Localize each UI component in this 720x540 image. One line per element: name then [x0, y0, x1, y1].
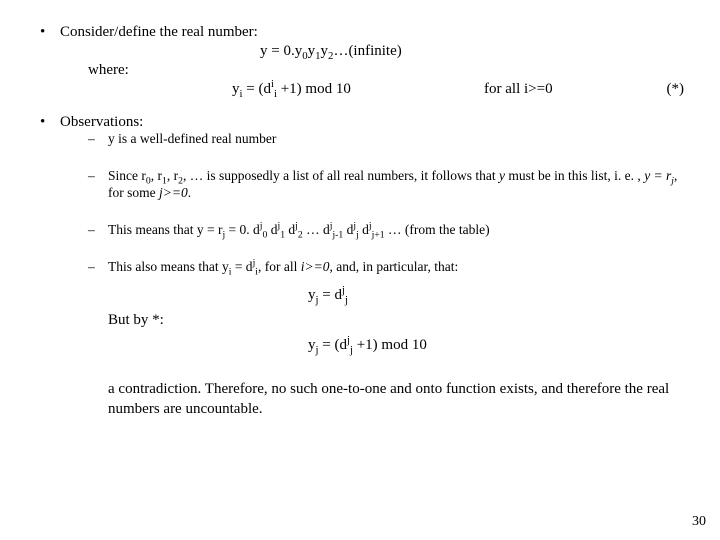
butby-eq2: yj = (djj +1) mod 10: [108, 337, 684, 354]
obs-4: – This also means that yi = dji, for all…: [88, 259, 684, 276]
b1-eq2-star: (*): [644, 81, 684, 98]
obs-4-text: This also means that yi = dji, for all i…: [108, 259, 684, 276]
butby-block: yj = djj But by *: yj = (djj +1) mod 10: [108, 287, 684, 354]
dash-mark: –: [88, 222, 108, 239]
y1: y1: [308, 43, 321, 59]
eq1-lhs: y = 0.: [260, 43, 295, 59]
b1-eq2-expr: yi = (dii +1) mod 10: [60, 81, 484, 98]
bullet-mark: •: [36, 114, 60, 419]
bullet-2-body: Observations: – y is a well-defined real…: [60, 114, 684, 419]
butby-label: But by *:: [108, 312, 684, 329]
obs-3: – This means that y = rj = 0. dj0 dj1 dj…: [88, 222, 684, 239]
b1-eq2: yi = (dii +1) mod 10 for all i>=0 (*): [60, 81, 684, 98]
obs-1-text: y is a well-defined real number: [108, 131, 684, 148]
obs-2: – Since r0, r1, r2, … is supposedly a li…: [88, 168, 684, 202]
eq1-suffix: …(infinite): [333, 43, 401, 59]
bullet-1-body: Consider/define the real number: y = 0.y…: [60, 24, 684, 98]
dash-mark: –: [88, 259, 108, 276]
obs-2-text: Since r0, r1, r2, … is supposedly a list…: [108, 168, 684, 202]
obs-3-text: This means that y = rj = 0. dj0 dj1 dj2 …: [108, 222, 684, 239]
dash-mark: –: [88, 168, 108, 202]
bullet-mark: •: [36, 24, 60, 98]
b1-eq1: y = 0.y0y1y2…(infinite): [60, 43, 684, 60]
bullet-2: • Observations: – y is a well-defined re…: [36, 114, 684, 419]
page-number: 30: [692, 514, 706, 530]
conclusion: a contradiction. Therefore, no such one-…: [108, 380, 684, 419]
b1-where: where:: [60, 62, 684, 79]
y2: y2: [321, 43, 334, 59]
bullet-1: • Consider/define the real number: y = 0…: [36, 24, 684, 98]
dash-mark: –: [88, 131, 108, 148]
b1-intro: Consider/define the real number:: [60, 24, 684, 41]
b2-title: Observations:: [60, 114, 684, 131]
butby-eq1: yj = djj: [108, 287, 684, 304]
y0: y0: [295, 43, 308, 59]
b1-eq2-cond: for all i>=0: [484, 81, 644, 98]
b1-eq1-expr: y = 0.y0y1y2…(infinite): [60, 43, 684, 60]
obs-1: – y is a well-defined real number: [88, 131, 684, 148]
